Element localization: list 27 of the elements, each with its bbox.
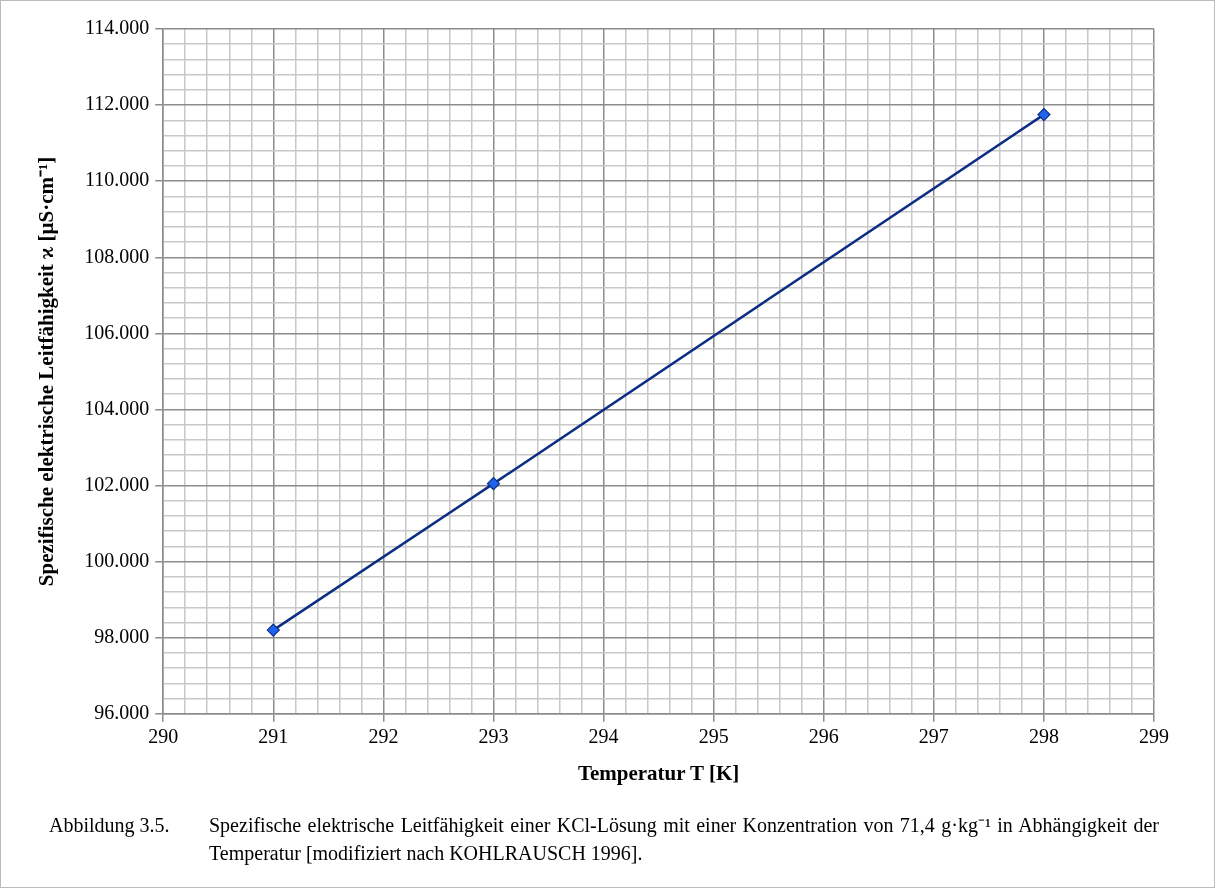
x-tick-label: 298 (1028, 725, 1059, 748)
x-tick-label: 294 (588, 725, 619, 748)
text: Spezifische elektrische Leitfähigkeit einer KCl-Lösung mit einer Konzentration von 71,4 g·kg⁻¹ in Abhängigkeit der Temperatur [modifiziert nach KOHLRAUSCH 1996]. (209, 813, 1159, 867)
y-tick-label: 102.000 (84, 472, 150, 495)
x-tick-label: 296 (808, 725, 839, 748)
y-tick-label: 96.000 (94, 701, 150, 724)
y-tick-label: 100.000 (84, 548, 150, 571)
y-tick-label: 114.000 (84, 16, 150, 39)
y-axis-title: Spezifische elektrische Leitfähigkeit ϰ [µS·cm⁻¹] (34, 156, 59, 587)
y-tick-label: 108.000 (84, 244, 150, 267)
y-tick-label: 110.000 (84, 168, 150, 191)
x-tick-label: 293 (478, 725, 509, 748)
x-tick-label: 295 (698, 725, 729, 748)
point (486, 477, 501, 491)
point (266, 623, 280, 637)
x-axis-title: Temperatur T [K] (577, 760, 740, 785)
point (1037, 108, 1051, 122)
x-tick-label: 290 (148, 725, 179, 748)
y-tick-label: 104.000 (84, 396, 150, 419)
y-tick-label: 112.000 (84, 92, 150, 115)
x-tick-label: 292 (368, 725, 399, 748)
text: Abbildung 3.5. (49, 813, 171, 839)
y-tick-label: 106.000 (84, 320, 150, 343)
y-tick-label: 98.000 (94, 624, 150, 647)
x-tick-label: 299 (1139, 725, 1169, 748)
x-tick-label: 297 (918, 725, 949, 748)
x-tick-label: 291 (258, 725, 289, 748)
